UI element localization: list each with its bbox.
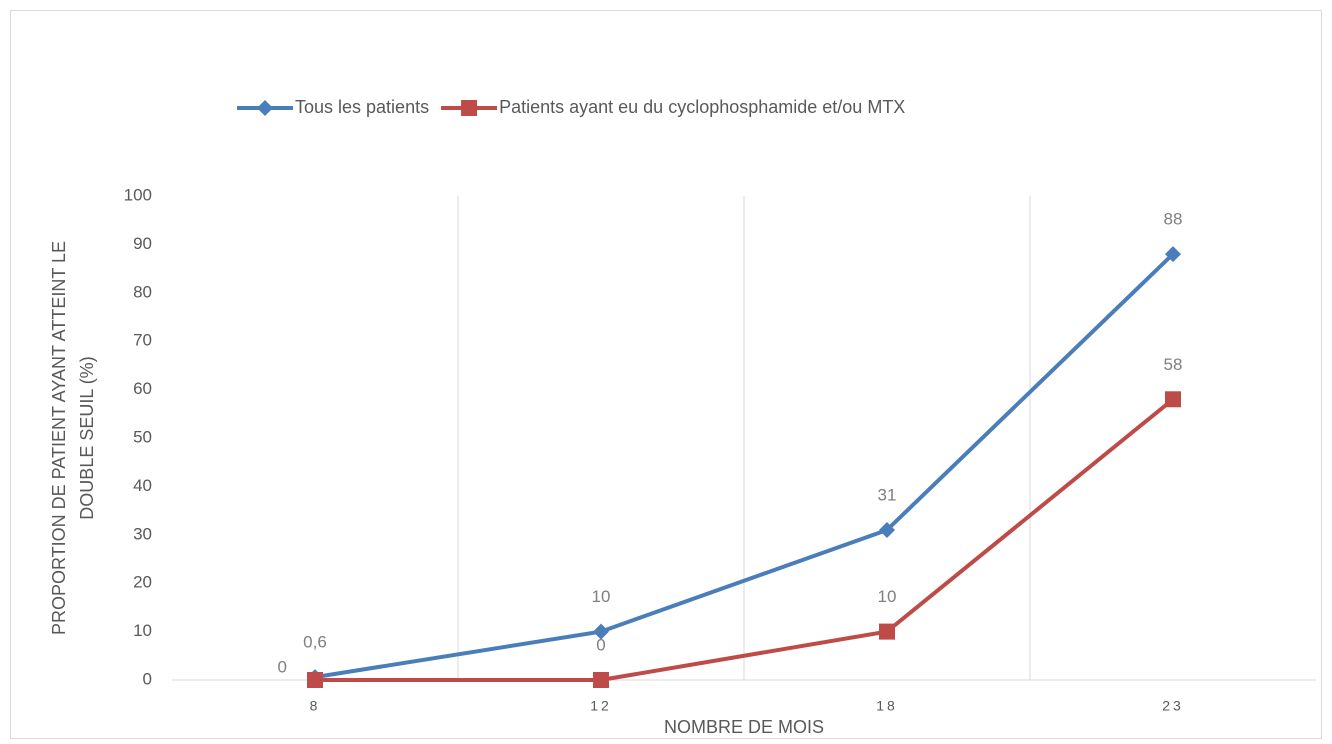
y-axis-title: PROPORTION DE PATIENT AYANT ATTEINT LE D… (49, 241, 97, 635)
x-tick-label: 8 (310, 698, 321, 714)
data-label: 0 (596, 635, 605, 654)
legend-label: Patients ayant eu du cyclophosphamide et… (499, 97, 905, 117)
data-label: 88 (1164, 210, 1183, 229)
chart-border (10, 10, 1322, 739)
data-label: 10 (592, 587, 611, 606)
y-tick-label: 20 (133, 573, 152, 592)
legend-marker (257, 100, 273, 116)
marker (879, 521, 895, 538)
x-tick-label: 23 (1162, 698, 1184, 714)
marker (593, 672, 609, 688)
series-line (314, 252, 1175, 680)
y-tick-label: 80 (133, 282, 152, 301)
y-tick-label: 10 (133, 621, 152, 640)
y-tick-label: 90 (133, 234, 152, 253)
marker (1165, 246, 1181, 263)
data-label: 0 (278, 657, 287, 676)
x-tick-label: 18 (876, 698, 898, 714)
y-tick-label: 0 (143, 669, 152, 688)
y-tick-label: 50 (133, 427, 152, 446)
marker (1165, 391, 1181, 408)
marker (593, 623, 609, 640)
data-label: 58 (1164, 355, 1183, 374)
data-label: 31 (878, 485, 897, 504)
data-label: 0,6 (303, 633, 327, 652)
y-axis-title-line: PROPORTION DE PATIENT AYANT ATTEINT LE (49, 241, 69, 635)
y-tick-label: 60 (133, 379, 152, 398)
y-tick-label: 40 (133, 476, 152, 495)
y-tick-label: 100 (124, 185, 152, 204)
marker (307, 672, 323, 688)
legend-marker (461, 100, 478, 116)
y-axis-title-line: DOUBLE SEUIL (%) (77, 356, 97, 519)
data-label: 10 (878, 587, 897, 606)
y-tick-label: 30 (133, 524, 152, 543)
y-tick-label: 70 (133, 331, 152, 350)
legend-label: Tous les patients (295, 97, 429, 117)
x-axis-title: NOMBRE DE MOIS (664, 717, 824, 737)
x-tick-label: 12 (590, 698, 612, 714)
series-line (315, 397, 1175, 682)
marker (879, 623, 895, 640)
